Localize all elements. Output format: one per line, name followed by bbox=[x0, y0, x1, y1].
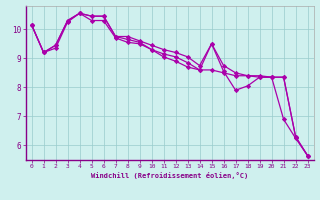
X-axis label: Windchill (Refroidissement éolien,°C): Windchill (Refroidissement éolien,°C) bbox=[91, 172, 248, 179]
